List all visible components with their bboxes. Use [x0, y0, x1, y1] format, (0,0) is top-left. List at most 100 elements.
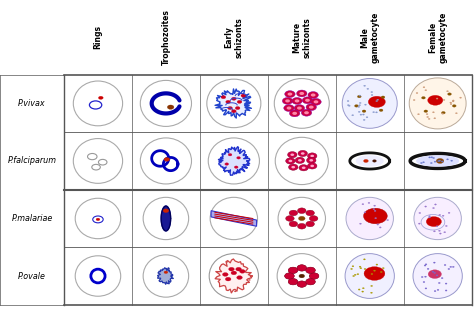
Text: Early
schizonts: Early schizonts	[224, 17, 244, 58]
Polygon shape	[410, 154, 465, 168]
Polygon shape	[215, 259, 252, 293]
Circle shape	[436, 159, 444, 164]
Circle shape	[441, 112, 445, 114]
Circle shape	[426, 216, 441, 226]
Circle shape	[352, 115, 354, 116]
Circle shape	[423, 87, 425, 88]
Circle shape	[285, 273, 294, 279]
Circle shape	[447, 91, 448, 92]
Circle shape	[426, 114, 428, 115]
Circle shape	[447, 93, 451, 95]
Circle shape	[427, 116, 428, 118]
Ellipse shape	[345, 254, 394, 299]
Circle shape	[286, 216, 294, 221]
Circle shape	[376, 264, 378, 265]
Circle shape	[419, 223, 420, 224]
Circle shape	[366, 117, 368, 118]
Circle shape	[432, 112, 434, 113]
Circle shape	[298, 208, 306, 213]
Circle shape	[347, 104, 349, 106]
Circle shape	[291, 153, 294, 156]
Circle shape	[241, 94, 246, 97]
Circle shape	[351, 268, 353, 270]
Circle shape	[231, 271, 237, 275]
Circle shape	[248, 279, 250, 281]
Circle shape	[289, 210, 298, 216]
Circle shape	[96, 218, 100, 221]
Circle shape	[298, 150, 308, 156]
Circle shape	[428, 118, 430, 119]
Circle shape	[302, 97, 313, 104]
Circle shape	[368, 202, 370, 203]
Circle shape	[445, 290, 447, 291]
Circle shape	[443, 99, 445, 100]
Circle shape	[311, 93, 316, 97]
Circle shape	[306, 267, 315, 273]
Circle shape	[424, 110, 428, 113]
Circle shape	[301, 152, 305, 155]
Circle shape	[379, 227, 381, 228]
Circle shape	[289, 221, 298, 227]
Ellipse shape	[413, 254, 462, 299]
Circle shape	[373, 112, 374, 113]
Circle shape	[163, 209, 169, 213]
Circle shape	[352, 266, 354, 267]
Circle shape	[460, 97, 462, 98]
Circle shape	[314, 100, 319, 103]
Circle shape	[297, 106, 302, 110]
Circle shape	[428, 95, 443, 105]
Circle shape	[433, 231, 435, 232]
Circle shape	[364, 268, 366, 270]
Circle shape	[164, 157, 170, 161]
Text: Male
gametocyte: Male gametocyte	[360, 12, 379, 63]
Circle shape	[364, 212, 366, 213]
Circle shape	[434, 272, 436, 273]
Circle shape	[371, 91, 373, 93]
Circle shape	[425, 288, 427, 289]
Text: Trophozoites: Trophozoites	[162, 9, 170, 65]
Circle shape	[288, 267, 298, 273]
Circle shape	[421, 97, 425, 99]
Circle shape	[360, 267, 362, 269]
Circle shape	[420, 162, 422, 164]
Circle shape	[306, 104, 317, 111]
Polygon shape	[215, 89, 251, 118]
Circle shape	[431, 157, 433, 158]
Circle shape	[452, 101, 454, 102]
Circle shape	[450, 104, 452, 105]
Circle shape	[359, 104, 361, 106]
Circle shape	[437, 289, 439, 290]
Circle shape	[434, 161, 436, 162]
Circle shape	[446, 225, 447, 227]
Circle shape	[298, 223, 306, 229]
Circle shape	[288, 279, 298, 285]
Circle shape	[290, 110, 300, 117]
Circle shape	[432, 271, 434, 272]
Circle shape	[285, 100, 290, 103]
Polygon shape	[211, 211, 256, 226]
Circle shape	[425, 264, 427, 265]
Circle shape	[285, 91, 295, 97]
Circle shape	[428, 270, 441, 279]
Circle shape	[377, 224, 379, 225]
Circle shape	[433, 157, 435, 159]
Circle shape	[371, 94, 373, 95]
Circle shape	[226, 100, 230, 103]
Circle shape	[237, 276, 242, 279]
Circle shape	[380, 272, 382, 273]
Text: Female
gametocyte: Female gametocyte	[428, 12, 447, 63]
Text: P.vivax: P.vivax	[18, 99, 46, 108]
Circle shape	[451, 160, 453, 161]
Circle shape	[376, 100, 378, 102]
Circle shape	[228, 106, 232, 110]
Circle shape	[438, 160, 439, 162]
Circle shape	[362, 291, 364, 292]
Circle shape	[441, 277, 443, 279]
Text: Mature
schizonts: Mature schizonts	[292, 17, 311, 58]
Circle shape	[222, 272, 228, 276]
Circle shape	[289, 160, 292, 162]
Circle shape	[292, 166, 295, 169]
Circle shape	[305, 99, 310, 102]
Circle shape	[354, 274, 356, 276]
Circle shape	[295, 100, 300, 103]
